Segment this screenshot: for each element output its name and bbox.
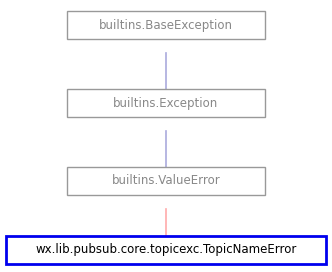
Text: builtins.ValueError: builtins.ValueError [112,175,220,187]
Bar [67,11,265,39]
Text: builtins.BaseException: builtins.BaseException [99,18,233,32]
Bar [67,167,265,195]
Text: builtins.Exception: builtins.Exception [113,97,219,110]
Bar [67,89,265,117]
Bar [6,236,326,264]
Text: wx.lib.pubsub.core.topicexc.TopicNameError: wx.lib.pubsub.core.topicexc.TopicNameErr… [35,243,297,256]
